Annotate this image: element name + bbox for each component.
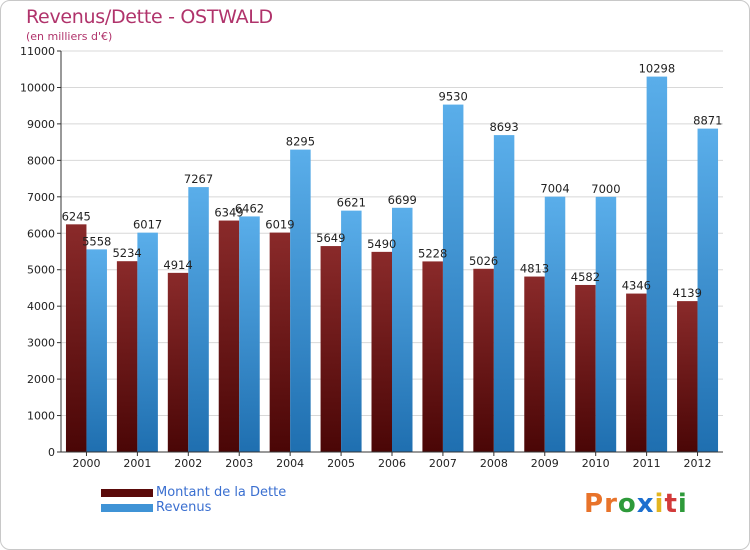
x-tick-label: 2006 xyxy=(378,457,406,470)
legend-swatch-revenue xyxy=(101,504,153,512)
logo-letter: i xyxy=(654,489,665,519)
legend-label-revenue: Revenus xyxy=(156,500,212,515)
bar-revenue-2010 xyxy=(595,196,617,452)
data-label-revenue-2012: 8871 xyxy=(693,114,722,128)
y-tick-label: 3000 xyxy=(27,337,55,350)
bar-revenue-2005 xyxy=(341,210,362,452)
data-label-debt-2011: 4346 xyxy=(622,279,651,293)
bar-revenue-2011 xyxy=(646,76,668,452)
bar-revenue-2001 xyxy=(137,232,158,452)
data-label-revenue-2006: 6699 xyxy=(388,193,417,207)
y-tick-label: 8000 xyxy=(27,154,55,167)
x-tick-label: 2007 xyxy=(429,457,457,470)
y-tick-label: 11000 xyxy=(20,45,55,58)
bar-debt-2006 xyxy=(371,251,392,452)
bar-revenue-2004 xyxy=(290,149,311,452)
bar-debt-2009 xyxy=(524,276,545,452)
chart-title: Revenus/Dette - OSTWALD xyxy=(26,6,273,28)
logo-letter: x xyxy=(636,489,655,519)
y-tick-label: 9000 xyxy=(27,118,55,131)
x-tick-label: 2003 xyxy=(225,457,253,470)
data-label-revenue-2004: 8295 xyxy=(286,135,315,149)
legend-label-debt: Montant de la Dette xyxy=(156,485,287,500)
bar-revenue-2009 xyxy=(544,196,566,452)
data-label-revenue-2008: 8693 xyxy=(489,120,518,134)
data-label-revenue-2011: 10298 xyxy=(639,62,676,76)
x-tick-label: 2000 xyxy=(72,457,100,470)
y-tick-label: 0 xyxy=(48,446,55,459)
y-tick-label: 7000 xyxy=(27,191,55,204)
bar-debt-2012 xyxy=(677,301,698,452)
y-tick-label: 6000 xyxy=(27,227,55,240)
bar-revenue-2006 xyxy=(392,207,413,452)
legend-item-revenue: Revenus xyxy=(101,500,401,517)
logo-letter: i xyxy=(677,489,688,519)
x-tick-label: 2012 xyxy=(684,457,712,470)
data-label-revenue-2009: 7004 xyxy=(540,182,569,196)
bar-debt-2002 xyxy=(167,272,189,452)
axes: 0 1000 2000 3000 4000 5000 6000 7000 8000 9000 100… xyxy=(20,45,723,470)
bar-revenue-2002 xyxy=(188,187,209,452)
bars xyxy=(65,76,719,452)
y-tick-label: 2000 xyxy=(27,373,55,386)
bar-debt-2007 xyxy=(422,261,443,452)
y-tick-label: 10000 xyxy=(20,81,55,94)
data-label-debt-2000: 6245 xyxy=(62,209,91,223)
data-label-revenue-2003: 6462 xyxy=(235,201,264,215)
bar-revenue-2007 xyxy=(442,104,464,452)
x-tick-label: 2009 xyxy=(531,457,559,470)
data-label-debt-2006: 5490 xyxy=(367,237,396,251)
bar-debt-2001 xyxy=(116,261,138,452)
logo-letter: o xyxy=(617,489,637,519)
bar-debt-2004 xyxy=(269,232,291,452)
data-label-debt-2009: 4813 xyxy=(520,262,549,276)
data-label-revenue-2001: 6017 xyxy=(133,218,162,232)
x-tick-label: 2001 xyxy=(123,457,151,470)
chart-subtitle: (en milliers d'€) xyxy=(26,30,113,43)
bar-debt-2008 xyxy=(473,268,494,452)
data-label-revenue-2010: 7000 xyxy=(591,182,620,196)
proxiti-logo: Proxiti xyxy=(584,489,688,519)
logo-letter: r xyxy=(604,489,618,519)
data-label-debt-2002: 4914 xyxy=(163,258,192,272)
bar-revenue-2008 xyxy=(493,135,515,452)
bar-debt-2005 xyxy=(320,246,342,452)
data-label-revenue-2002: 7267 xyxy=(184,172,213,186)
bar-revenue-2003 xyxy=(239,216,260,452)
logo-letter: t xyxy=(664,489,678,519)
x-tick-label: 2008 xyxy=(480,457,508,470)
legend-swatch-debt xyxy=(101,489,153,497)
data-label-debt-2012: 4139 xyxy=(673,286,702,300)
x-tick-label: 2005 xyxy=(327,457,355,470)
data-label-debt-2008: 5026 xyxy=(469,254,498,268)
bar-revenue-2012 xyxy=(697,128,719,452)
x-tick-label: 2011 xyxy=(633,457,661,470)
bar-debt-2000 xyxy=(65,224,87,452)
data-label-debt-2005: 5649 xyxy=(316,231,345,245)
x-tick-label: 2002 xyxy=(174,457,202,470)
bar-revenue-2000 xyxy=(86,249,107,452)
data-label-debt-2010: 4582 xyxy=(571,270,600,284)
y-tick-label: 1000 xyxy=(27,410,55,423)
data-label-revenue-2005: 6621 xyxy=(337,196,366,210)
bar-debt-2011 xyxy=(626,293,647,452)
y-tick-label: 4000 xyxy=(27,300,55,313)
bar-debt-2010 xyxy=(575,284,596,452)
data-label-debt-2003: 6349 xyxy=(214,206,243,220)
x-tick-label: 2010 xyxy=(582,457,610,470)
data-label-revenue-2000: 5558 xyxy=(82,234,111,248)
bar-debt-2003 xyxy=(218,220,240,452)
y-tick-label: 5000 xyxy=(27,264,55,277)
data-label-debt-2004: 6019 xyxy=(265,218,294,232)
data-label-debt-2007: 5228 xyxy=(418,246,447,260)
logo-letter: P xyxy=(584,489,605,519)
x-tick-label: 2004 xyxy=(276,457,304,470)
legend-item-debt: Montant de la Dette xyxy=(101,485,401,502)
data-label-revenue-2007: 9530 xyxy=(439,90,468,104)
data-label-debt-2001: 5234 xyxy=(112,246,141,260)
